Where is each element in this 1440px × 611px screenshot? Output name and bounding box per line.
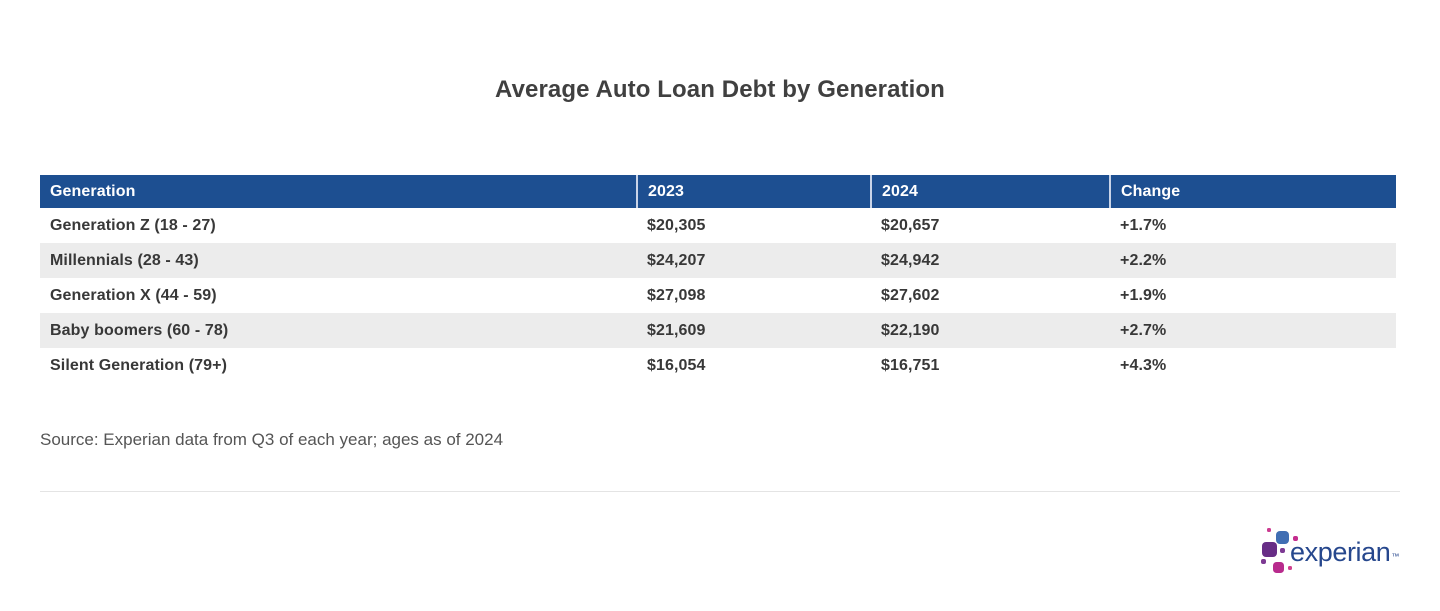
divider-rule [40,491,1400,492]
debt-2024-cell: $20,657 [881,216,940,234]
change-cell: +1.7% [1120,216,1167,234]
column-header-change: Change [1109,175,1396,208]
table-row: Generation Z (18 - 27) $20,305 $20,657 +… [40,208,1396,243]
change-cell: +2.7% [1120,321,1167,339]
logo-dot-icon [1261,559,1266,564]
change-cell: +4.3% [1120,356,1167,374]
table-header-row: Generation 2023 2024 Change [40,175,1396,208]
debt-2024-cell: $22,190 [881,321,940,339]
generation-cell: Millennials (28 - 43) [50,251,199,269]
auto-loan-debt-table: Generation 2023 2024 Change Generation Z… [40,175,1396,383]
debt-2023-cell: $21,609 [647,321,706,339]
change-cell: +1.9% [1120,286,1167,304]
logo-dot-icon [1273,562,1284,573]
trademark-symbol: ™ [1391,552,1399,561]
debt-2023-cell: $27,098 [647,286,706,304]
generation-cell: Generation X (44 - 59) [50,286,217,304]
logo-dot-icon [1288,566,1292,570]
logo-dot-icon [1262,542,1277,557]
logo-dot-icon [1280,548,1285,553]
experian-logo: experian™ [1258,524,1418,586]
change-cell: +2.2% [1120,251,1167,269]
debt-2024-cell: $24,942 [881,251,940,269]
table-row: Generation X (44 - 59) $27,098 $27,602 +… [40,278,1396,313]
logo-wordmark: experian™ [1290,537,1399,567]
generation-cell: Silent Generation (79+) [50,356,228,374]
debt-2023-cell: $20,305 [647,216,706,234]
logo-dot-icon [1276,531,1289,544]
logo-dot-icon [1293,536,1298,541]
debt-2024-cell: $16,751 [881,356,940,374]
debt-2024-cell: $27,602 [881,286,940,304]
table-row: Millennials (28 - 43) $24,207 $24,942 +2… [40,243,1396,278]
column-header-2024: 2024 [870,175,1110,208]
table-row: Baby boomers (60 - 78) $21,609 $22,190 +… [40,313,1396,348]
source-note: Source: Experian data from Q3 of each ye… [40,430,504,449]
debt-2023-cell: $24,207 [647,251,706,269]
column-header-2023: 2023 [636,175,871,208]
table-row: Silent Generation (79+) $16,054 $16,751 … [40,348,1396,383]
debt-2023-cell: $16,054 [647,356,706,374]
chart-title: Average Auto Loan Debt by Generation [495,76,945,103]
generation-cell: Generation Z (18 - 27) [50,216,216,234]
generation-cell: Baby boomers (60 - 78) [50,321,229,339]
logo-dot-icon [1267,528,1271,532]
column-header-generation: Generation [40,175,637,208]
